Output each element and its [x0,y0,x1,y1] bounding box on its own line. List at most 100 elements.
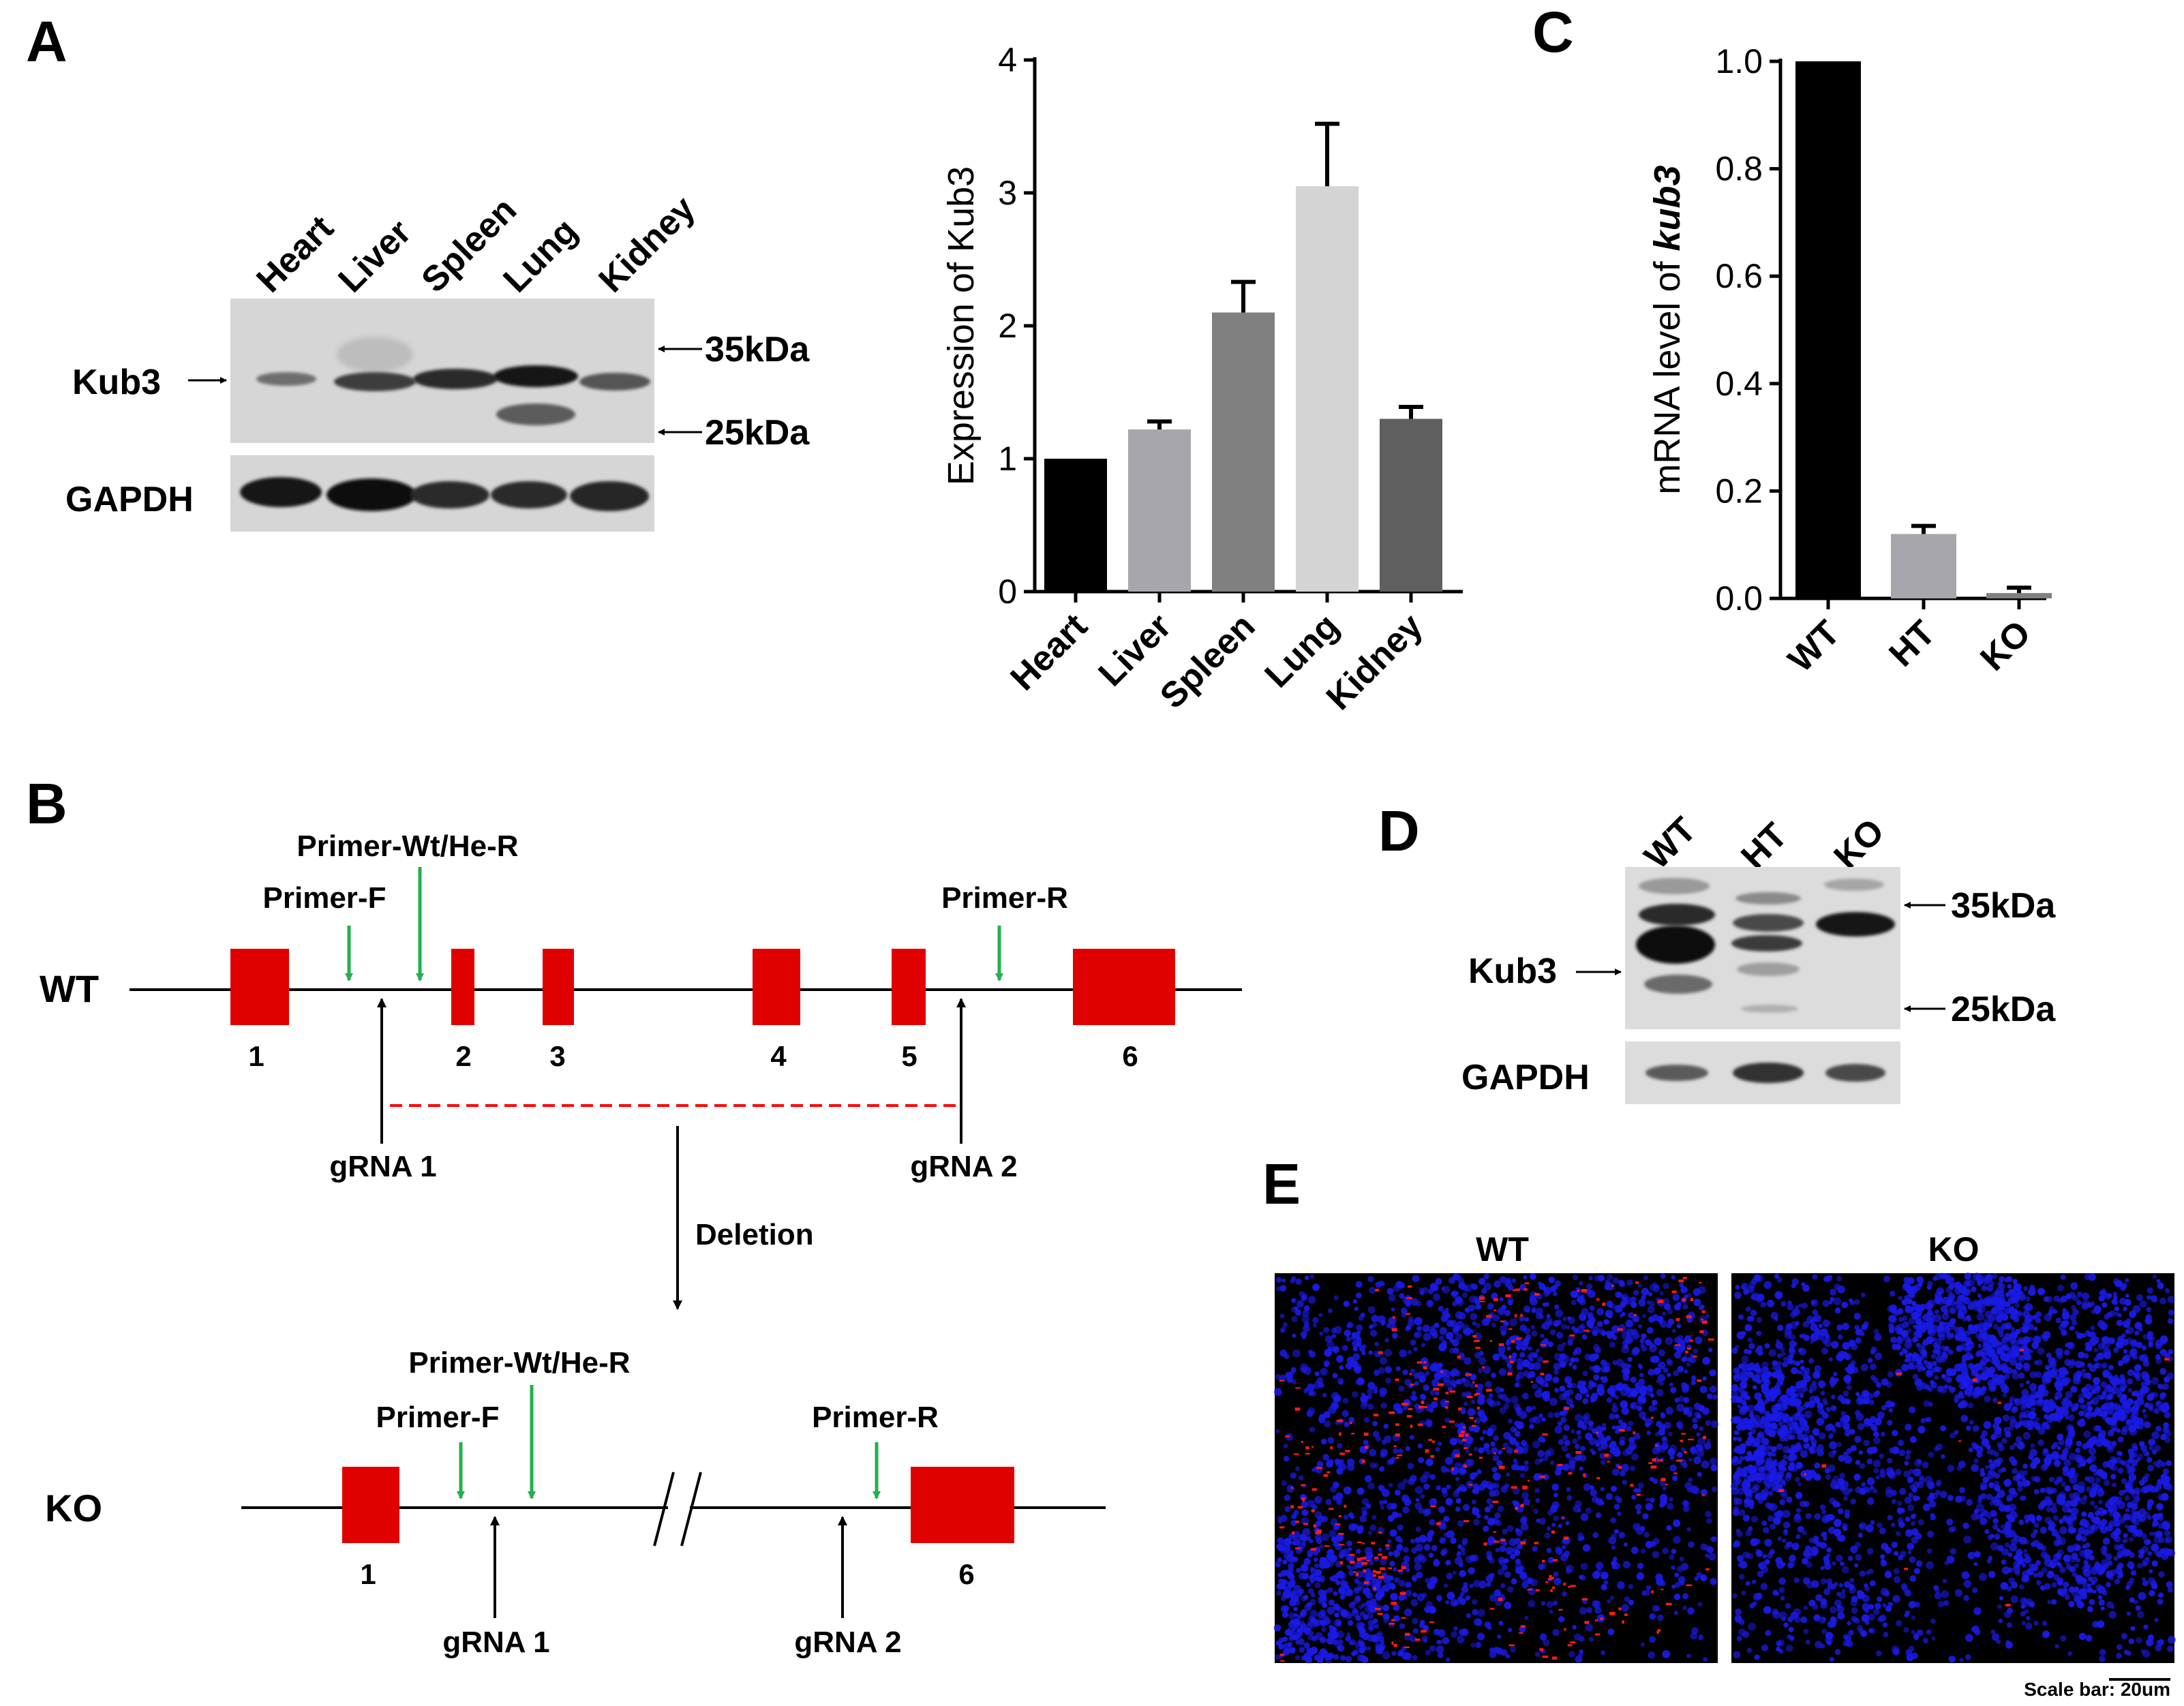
nucleus [1842,1451,1849,1457]
nucleus [2080,1403,2086,1410]
nucleus [1512,1499,1517,1505]
nucleus [1652,1551,1660,1559]
nucleus [1521,1392,1529,1400]
blot-a-35kda-label: 35kDa [705,330,810,369]
signal-puncta [1510,1360,1514,1363]
nucleus [1601,1426,1607,1431]
nucleus [1425,1649,1431,1656]
nucleus [1554,1304,1560,1310]
nucleus [1411,1390,1416,1396]
nucleus [1463,1380,1471,1388]
y-tick-label: 0.2 [1715,472,1763,510]
nucleus [1774,1291,1783,1299]
nucleus [1296,1568,1301,1573]
nucleus [1748,1454,1756,1462]
nucleus [1497,1634,1502,1639]
nucleus [1814,1513,1821,1520]
nucleus [1761,1366,1769,1373]
nucleus [2036,1359,2043,1366]
signal-puncta [1472,1335,1477,1338]
nucleus [1320,1438,1327,1445]
nucleus [2166,1549,2173,1556]
nucleus [1601,1330,1607,1336]
nucleus [1535,1312,1543,1320]
nucleus [1454,1422,1459,1428]
nucleus [1415,1526,1421,1532]
nucleus [1472,1506,1477,1512]
signal-puncta [1316,1467,1322,1469]
nucleus [1612,1277,1620,1284]
nucleus [1621,1463,1630,1472]
nucleus [1354,1641,1363,1650]
nucleus [1590,1485,1594,1491]
nucleus [1395,1366,1401,1371]
nucleus [1382,1651,1391,1660]
nucleus [1958,1402,1965,1409]
nucleus [2144,1402,2150,1408]
nucleus [1586,1283,1593,1290]
nucleus [2078,1397,2084,1404]
nucleus [1733,1367,1740,1374]
nucleus [1795,1491,1803,1499]
nucleus [1673,1519,1681,1527]
nucleus [1915,1343,1921,1347]
signal-puncta [1542,1656,1549,1658]
nucleus [2164,1538,2171,1544]
signal-puncta [1311,1548,1316,1551]
nucleus [1389,1529,1397,1537]
nucleus [1776,1353,1782,1358]
nucleus [1950,1432,1956,1439]
x-tick-label: WT [1780,613,1847,680]
nucleus [2102,1537,2110,1545]
nucleus [1405,1589,1412,1597]
nucleus [1841,1566,1849,1574]
signal-puncta [1689,1339,1693,1342]
nucleus [1280,1326,1286,1332]
nucleus [2153,1408,2159,1414]
nucleus [1485,1443,1490,1448]
nucleus [1621,1345,1630,1354]
nucleus [1814,1365,1822,1373]
nucleus [1328,1599,1335,1606]
nucleus [1607,1599,1611,1604]
nucleus [1319,1620,1324,1625]
nucleus [1545,1373,1553,1382]
nucleus [1392,1332,1398,1339]
signal-puncta [1393,1445,1397,1448]
nucleus [1805,1512,1812,1519]
signal-puncta [1311,1488,1318,1491]
nucleus [1445,1497,1453,1506]
nucleus [1427,1583,1432,1588]
nucleus [1614,1305,1623,1313]
nucleus [1500,1393,1508,1401]
nucleus [2097,1595,2103,1600]
bar-heart [1044,459,1107,592]
nucleus [1926,1363,1933,1370]
nucleus [2074,1586,2080,1592]
nucleus [1361,1350,1366,1356]
wt-grna1-label: gRNA 1 [329,1150,436,1183]
nucleus [2089,1555,2095,1561]
nucleus [1375,1645,1380,1651]
signal-puncta [1461,1439,1467,1442]
nucleus [1446,1530,1455,1538]
nucleus [1433,1559,1440,1567]
nucleus [1502,1354,1507,1360]
signal-puncta [1326,1471,1331,1474]
nucleus [1831,1584,1836,1590]
nucleus [1914,1459,1922,1467]
signal-puncta [1391,1602,1397,1605]
nucleus [2094,1388,2100,1395]
nucleus [1893,1568,1900,1574]
nucleus [1614,1495,1620,1501]
nucleus [1383,1576,1391,1584]
nucleus [1747,1337,1753,1343]
nucleus [2031,1542,2036,1547]
nucleus [2152,1274,2157,1279]
nucleus [1614,1529,1619,1534]
nucleus [1473,1519,1480,1526]
nucleus [1971,1464,1979,1472]
signal-puncta [1414,1639,1421,1641]
signal-puncta [1364,1446,1369,1449]
signal-puncta [1551,1656,1558,1660]
